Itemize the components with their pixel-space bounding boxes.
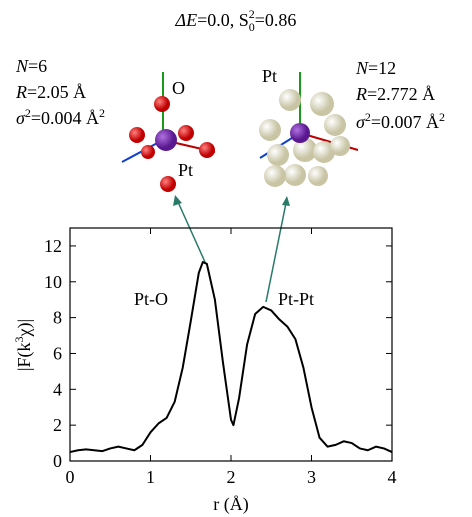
x-tick-label: 0 xyxy=(66,467,75,487)
y-tick-label: 2 xyxy=(53,415,62,435)
title-part: 2 xyxy=(249,7,255,21)
ann: =2.05 Å xyxy=(27,82,86,102)
pt-o-cluster: O Pt xyxy=(121,72,216,192)
atom-label: O xyxy=(172,78,185,98)
ylabel-part: |F(k xyxy=(14,342,35,371)
x-tick-label: 4 xyxy=(388,467,397,487)
ann: N xyxy=(355,58,369,78)
peak-label: Pt-O xyxy=(134,289,168,309)
y-axis-label: |F(k3χ)| xyxy=(12,319,35,371)
data-line xyxy=(69,261,393,454)
atom-label: Pt xyxy=(262,66,277,86)
svg-text:R=2.772 Å: R=2.772 Å xyxy=(355,84,435,104)
ann: =6 xyxy=(28,56,47,76)
plot-frame xyxy=(69,227,393,462)
peak-label: Pt-Pt xyxy=(278,289,314,309)
ann: 2 xyxy=(439,110,445,124)
x-tick-label: 2 xyxy=(227,467,236,487)
ann: σ xyxy=(356,112,366,132)
y-tick-label: 4 xyxy=(53,379,62,399)
title-part: ΔE xyxy=(175,10,198,30)
ann: N xyxy=(15,56,29,76)
svg-text:N=12: N=12 xyxy=(355,58,396,78)
svg-text:σ2=0.007 Å2: σ2=0.007 Å2 xyxy=(356,110,445,132)
x-axis-label: r (Å) xyxy=(213,494,248,515)
ann: R xyxy=(15,82,27,102)
ann: 2 xyxy=(365,110,371,124)
ann: =0.004 Å xyxy=(31,108,99,128)
y-tick-label: 10 xyxy=(44,272,62,292)
svg-text:σ2=0.004 Å2: σ2=0.004 Å2 xyxy=(16,106,105,128)
title-part: =0.0, S xyxy=(197,10,249,30)
ylabel-part: 3 xyxy=(12,336,26,342)
chart-title: ΔE=0.0, S02=0.86 xyxy=(175,7,297,34)
atom-label: Pt xyxy=(178,160,193,180)
x-tick-label: 3 xyxy=(307,467,316,487)
ann: =2.772 Å xyxy=(367,84,435,104)
ann: =0.007 Å xyxy=(371,112,439,132)
y-tick-label: 12 xyxy=(44,236,62,256)
y-tick-label: 8 xyxy=(53,308,62,328)
x-tick-label: 1 xyxy=(146,467,155,487)
title-part: 0 xyxy=(249,20,255,34)
right-annotation: N=12 R=2.772 Å σ2=0.007 Å2 xyxy=(355,58,445,132)
left-annotation: N=6 R=2.05 Å σ2=0.004 Å2 xyxy=(15,56,105,128)
ann: R xyxy=(355,84,367,104)
ylabel-part: χ)| xyxy=(14,319,35,338)
ann: =12 xyxy=(368,58,396,78)
pt-pt-cluster: Pt xyxy=(259,66,359,187)
y-tick-label: 6 xyxy=(53,343,62,363)
ann: 2 xyxy=(99,106,105,120)
pointer-arrows xyxy=(173,195,290,303)
title-part: =0.86 xyxy=(255,10,297,30)
svg-text:R=2.05 Å: R=2.05 Å xyxy=(15,82,86,102)
svg-text:N=6: N=6 xyxy=(15,56,47,76)
ann: 2 xyxy=(25,106,31,120)
y-tick-label: 0 xyxy=(53,451,62,471)
ann: σ xyxy=(16,108,26,128)
